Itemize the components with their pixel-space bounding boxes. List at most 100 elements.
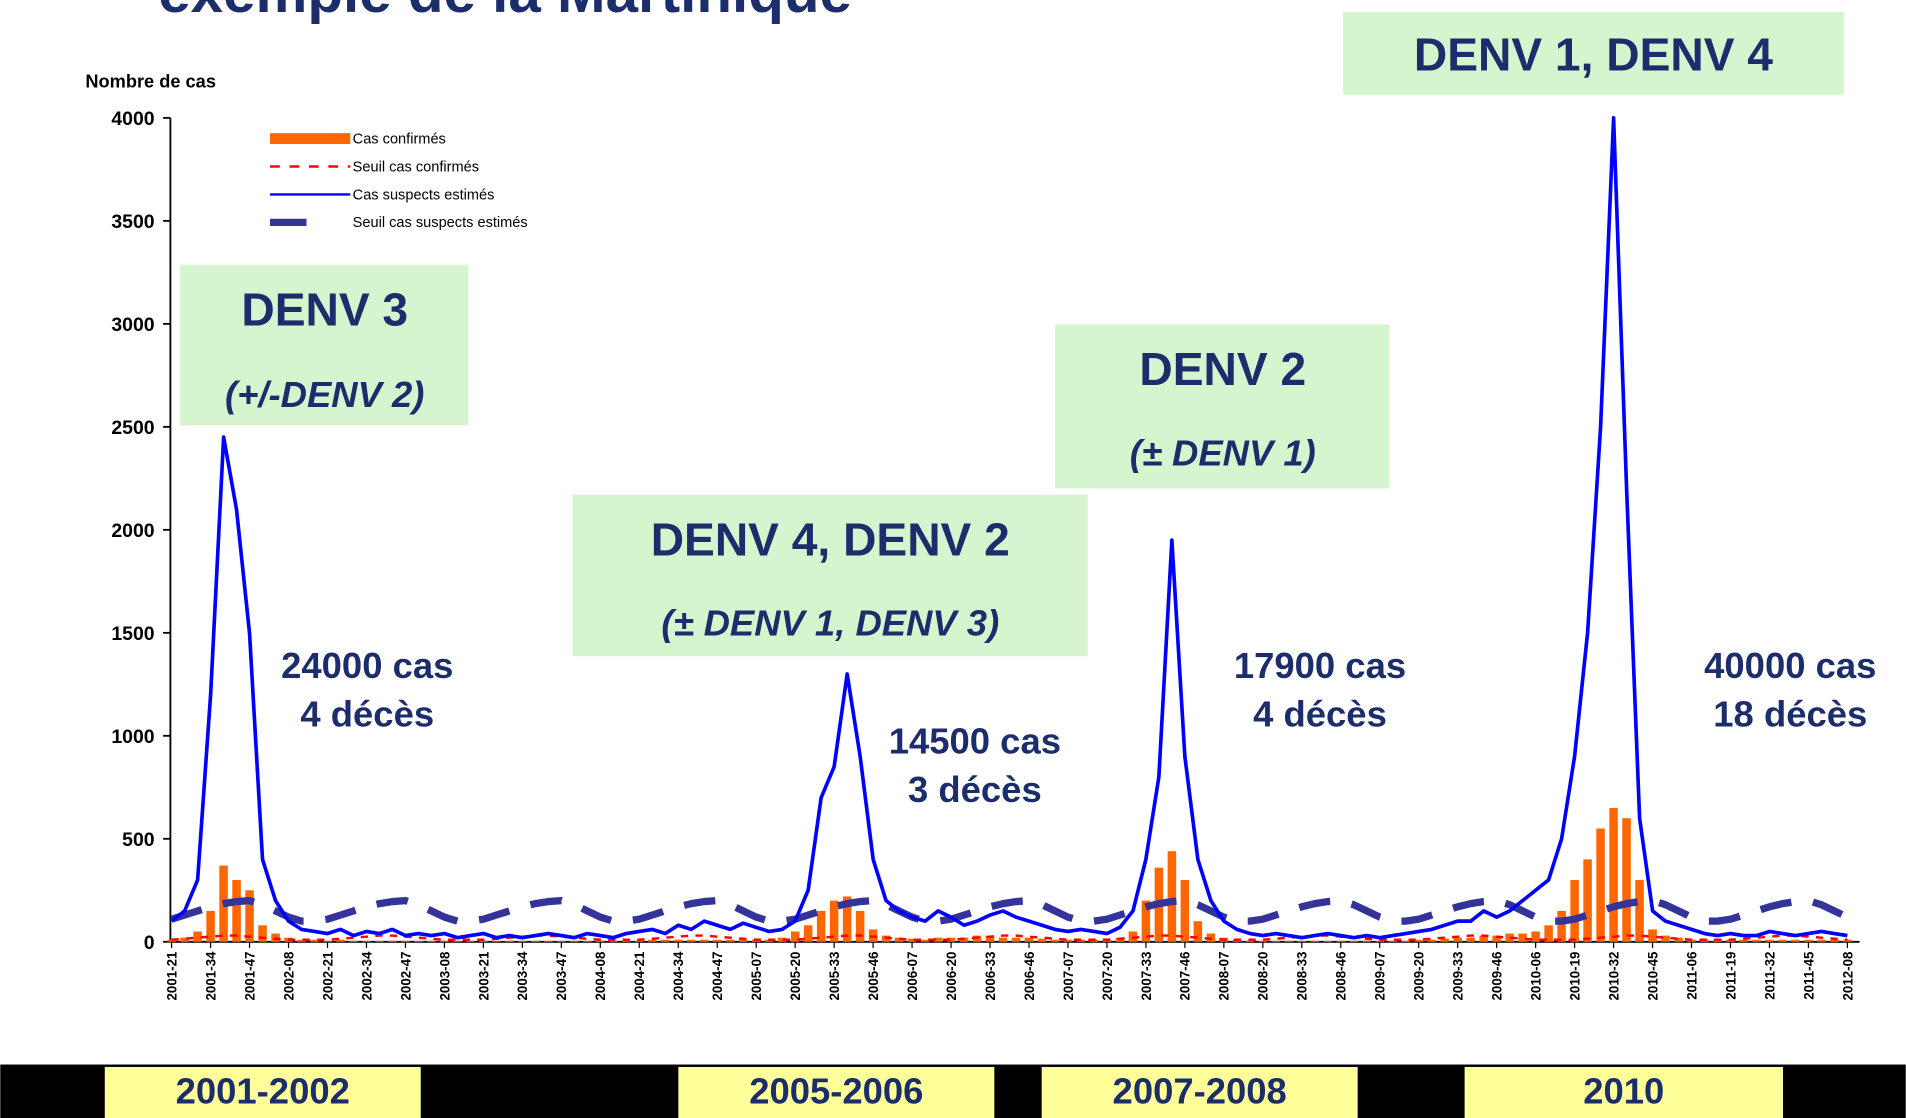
- x-tick-label: 2005-46: [866, 952, 881, 1001]
- bar: [1739, 939, 1748, 942]
- y-tick-label: 500: [122, 829, 155, 851]
- bar: [1466, 937, 1475, 942]
- x-tick-label: 2007-20: [1100, 952, 1115, 1001]
- bar: [699, 939, 709, 942]
- x-tick-label: 2006-46: [1022, 952, 1037, 1001]
- bar: [583, 940, 592, 942]
- x-tick-label: 2008-46: [1334, 952, 1349, 1001]
- bar: [1193, 921, 1203, 942]
- period-label: 2005-2006: [749, 1070, 923, 1111]
- annotation-subtitle: (+/-DENV 2): [225, 374, 424, 415]
- bar: [1037, 938, 1047, 942]
- bar: [609, 940, 618, 942]
- x-tick-label: 2007-07: [1061, 952, 1076, 1001]
- bar: [180, 937, 189, 942]
- x-tick-label: 2009-46: [1490, 952, 1505, 1001]
- x-tick-label: 2006-20: [944, 952, 959, 1001]
- bar: [1401, 940, 1410, 942]
- x-tick-label: 2006-07: [905, 952, 920, 1001]
- bar: [1843, 939, 1852, 942]
- annotation-box: [1343, 12, 1844, 95]
- bar: [427, 940, 436, 942]
- x-tick-label: 2008-07: [1217, 952, 1232, 1001]
- bar: [1024, 937, 1034, 942]
- bar: [531, 940, 540, 942]
- bar: [167, 939, 176, 942]
- y-tick-label: 1500: [111, 623, 154, 645]
- annotation-box: [1055, 324, 1390, 489]
- bar: [790, 931, 800, 942]
- x-tick-label: 2001-47: [242, 952, 257, 1001]
- bar: [725, 939, 735, 942]
- annotation-title: DENV 4, DENV 2: [651, 513, 1010, 565]
- bar: [1791, 939, 1800, 942]
- bar: [388, 940, 397, 942]
- x-tick-label: 2002-21: [320, 951, 335, 1001]
- bar: [1648, 929, 1657, 942]
- annotation-title: DENV 2: [1139, 343, 1306, 395]
- bar: [375, 940, 384, 942]
- x-tick-label: 2010-45: [1645, 951, 1660, 1001]
- legend-label: Seuil cas confirmés: [353, 159, 479, 175]
- bar: [933, 937, 943, 942]
- bar: [1622, 818, 1631, 942]
- bar: [1674, 937, 1683, 942]
- bar: [518, 940, 527, 942]
- case-count: 24000 cas: [281, 645, 453, 686]
- x-tick-label: 2009-20: [1412, 952, 1427, 1001]
- y-tick-label: 2500: [111, 417, 154, 439]
- bar: [1635, 879, 1644, 942]
- period-label: 2010: [1583, 1070, 1664, 1111]
- x-tick-label: 2009-07: [1373, 952, 1388, 1001]
- death-count: 4 décès: [300, 694, 434, 735]
- x-tick-label: 2003-34: [515, 951, 530, 1001]
- bar: [1011, 937, 1021, 942]
- period-label: 2007-2008: [1113, 1070, 1287, 1111]
- bar: [193, 931, 202, 942]
- x-tick-label: 2007-46: [1178, 952, 1193, 1001]
- bar: [1817, 939, 1826, 942]
- x-tick-label: 2004-08: [593, 951, 608, 1001]
- bar: [258, 925, 267, 942]
- bar: [1258, 940, 1268, 942]
- y-tick-label: 2000: [111, 520, 154, 542]
- bar: [1440, 938, 1449, 942]
- line: [170, 896, 1849, 925]
- bar: [1830, 939, 1839, 942]
- y-tick-label: 1000: [111, 726, 154, 748]
- bar: [1310, 940, 1320, 942]
- bar: [453, 940, 462, 942]
- period-box: [1041, 1066, 1358, 1118]
- bar: [492, 940, 501, 942]
- x-tick-label: 2008-33: [1295, 952, 1310, 1001]
- bar: [310, 939, 319, 942]
- bar: [1544, 925, 1553, 942]
- bar: [206, 910, 215, 942]
- death-count: 4 décès: [1253, 694, 1387, 735]
- x-tick-label: 2010-06: [1528, 952, 1543, 1001]
- bar: [1375, 940, 1384, 942]
- bar: [1167, 851, 1177, 942]
- bar: [1180, 879, 1190, 942]
- bar: [1284, 940, 1294, 942]
- case-count: 14500 cas: [889, 720, 1061, 761]
- x-tick-label: 2005-33: [827, 952, 842, 1001]
- bar: [1479, 935, 1488, 942]
- bar: [1557, 910, 1566, 942]
- bar: [232, 879, 241, 942]
- bar: [479, 940, 488, 942]
- annotation-subtitle: (± DENV 1): [1130, 432, 1316, 473]
- y-tick-label: 3500: [111, 211, 154, 233]
- bar: [1609, 807, 1618, 942]
- death-count: 18 décès: [1713, 694, 1867, 735]
- bar: [1661, 935, 1670, 942]
- bar: [505, 940, 514, 942]
- x-tick-label: 2003-21: [476, 951, 491, 1001]
- x-tick-label: 2001-34: [203, 951, 218, 1001]
- x-tick-label: 2003-08: [437, 951, 452, 1001]
- bar: [985, 935, 995, 942]
- bar: [622, 940, 631, 942]
- bar: [1297, 940, 1307, 942]
- bar: [466, 940, 475, 942]
